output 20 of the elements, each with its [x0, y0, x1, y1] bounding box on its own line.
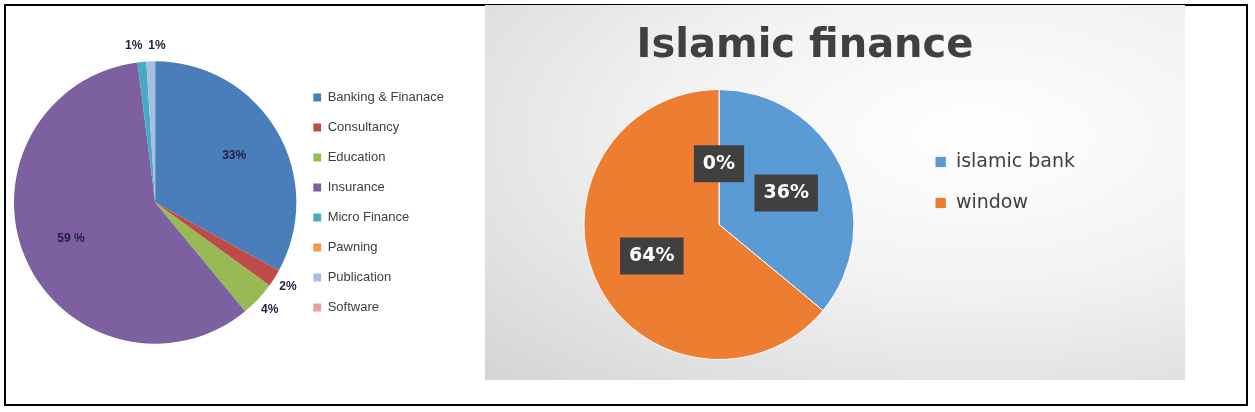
- data-label: 33%: [222, 148, 247, 163]
- legend-label: Insurance: [327, 179, 385, 195]
- data-label: 36%: [763, 179, 809, 202]
- legend-label: Consultancy: [327, 119, 400, 135]
- legend-label: Banking & Finanace: [327, 89, 445, 105]
- legend-label: Software: [327, 299, 379, 315]
- text: 0%: [702, 150, 736, 173]
- legend-label: islamic bank: [955, 148, 1075, 171]
- legend-label: Micro Finance: [327, 209, 410, 225]
- legend-label: Pawning: [327, 239, 378, 255]
- data-label: 59 %: [57, 231, 85, 246]
- legend-label: Publication: [327, 269, 392, 285]
- data-label: 64%: [629, 243, 675, 266]
- chart-title: Islamic finance: [636, 20, 974, 67]
- data-label: 1%: [124, 38, 143, 53]
- legend-label: Education: [327, 149, 386, 165]
- data-label: 4%: [261, 302, 279, 317]
- data-label: 1%: [148, 37, 166, 52]
- legend-label: window: [955, 189, 1028, 212]
- data-label: 2%: [279, 279, 297, 294]
